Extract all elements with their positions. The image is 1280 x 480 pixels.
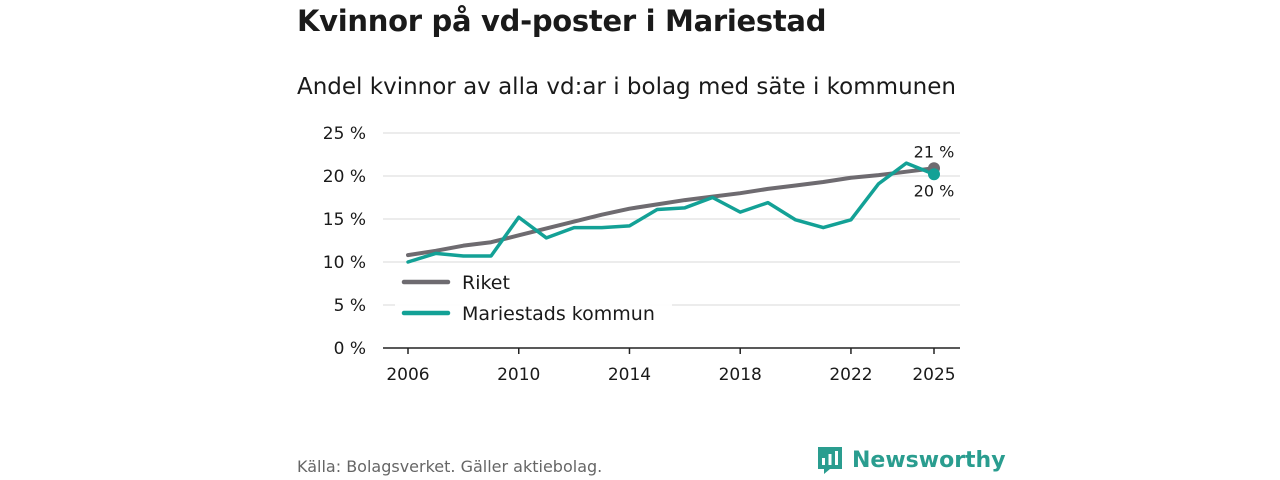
brand-name: Newsworthy xyxy=(852,447,1006,473)
legend-label-riket: Riket xyxy=(462,272,510,294)
y-tick-label: 25 % xyxy=(323,124,366,144)
line-chart: 0 % 5 % 10 % 15 % 20 % 25 % 2006 2010 2014 2018 20… xyxy=(323,124,960,385)
y-tick-label: 0 % xyxy=(334,339,366,359)
x-tick-label: 2018 xyxy=(719,365,762,385)
x-tick-label: 2014 xyxy=(608,365,651,385)
chart-title: Kvinnor på vd-poster i Mariestad xyxy=(297,4,827,38)
y-tick-label: 5 % xyxy=(334,296,366,316)
y-tick-label: 15 % xyxy=(323,210,366,230)
brand-logo: Newsworthy xyxy=(816,445,1006,475)
legend-background xyxy=(395,264,672,330)
x-tick-label: 2025 xyxy=(912,365,955,385)
newsworthy-icon xyxy=(818,447,842,474)
end-label-kommun: 20 % xyxy=(914,181,955,200)
end-point-kommun xyxy=(928,168,940,181)
source-note: Källa: Bolagsverket. Gäller aktiebolag. xyxy=(297,457,603,476)
legend-label-kommun: Mariestads kommun xyxy=(462,303,655,325)
y-tick-label: 10 % xyxy=(323,253,366,273)
series-line-riket xyxy=(406,166,936,258)
series-line-kommun xyxy=(406,161,936,264)
end-label-riket: 21 % xyxy=(914,142,955,161)
y-tick-label: 20 % xyxy=(323,167,366,187)
x-tick-label: 2006 xyxy=(386,365,429,385)
chart-subtitle: Andel kvinnor av alla vd:ar i bolag med … xyxy=(297,74,956,100)
x-tick-label: 2022 xyxy=(829,365,872,385)
x-tick-label: 2010 xyxy=(497,365,540,385)
